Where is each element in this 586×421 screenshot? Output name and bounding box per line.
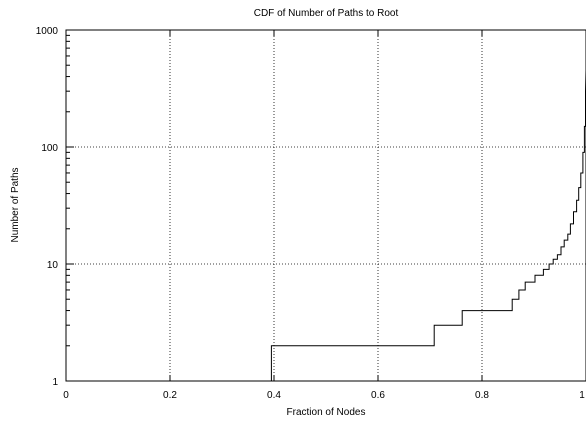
y-tick-label: 1: [52, 377, 58, 388]
grid-lines: [66, 30, 586, 381]
plot-frame: [65, 29, 586, 382]
series-layer: [270, 70, 586, 381]
y-axis-label: Number of Paths: [10, 167, 21, 242]
x-tick-label: 0.4: [267, 390, 281, 401]
x-tick-label: 0.6: [371, 390, 385, 401]
x-tick-label: 0.2: [163, 390, 177, 401]
chart-title: CDF of Number of Paths to Root: [254, 8, 399, 19]
y-tick-label: 1000: [36, 26, 59, 37]
x-tick-label: 0: [63, 390, 69, 401]
axis-ticks: 0 0.2 0.4 0.6 0.8 1 1 10 100 1000: [36, 26, 586, 401]
cdf-series-line: [270, 70, 586, 381]
x-tick-label: 1: [579, 390, 585, 401]
x-tick-label: 0.8: [475, 390, 489, 401]
y-tick-label: 100: [41, 143, 58, 154]
x-axis-label: Fraction of Nodes: [287, 407, 366, 418]
y-tick-label: 10: [47, 260, 59, 271]
